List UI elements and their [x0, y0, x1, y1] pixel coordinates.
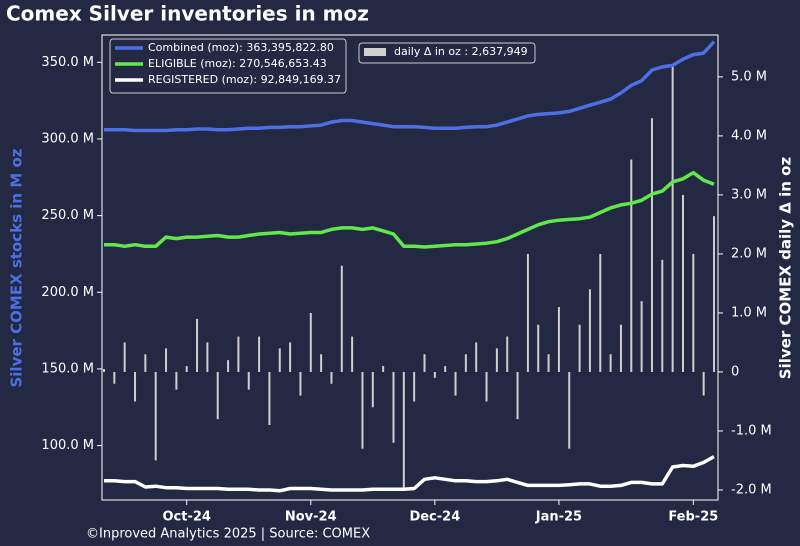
- bar: [196, 318, 199, 372]
- bar: [599, 253, 602, 372]
- plot-frame: [101, 34, 719, 501]
- y-tick-label: 100.0 M: [41, 438, 94, 453]
- bar: [702, 371, 705, 396]
- bar: [309, 312, 312, 372]
- bar: [537, 324, 540, 372]
- bar: [320, 354, 323, 372]
- bar: [351, 336, 354, 372]
- bar: [185, 366, 188, 372]
- bar: [640, 301, 643, 372]
- bar: [134, 371, 137, 402]
- bar: [495, 348, 498, 372]
- legend-label: ELIGIBLE (moz): 270,546,653.43: [148, 57, 327, 70]
- chart-title: Comex Silver inventories in moz: [6, 2, 369, 26]
- bar: [671, 65, 674, 372]
- bar: [661, 259, 664, 372]
- bar: [330, 371, 333, 384]
- bar: [713, 216, 715, 372]
- x-tick-label: Feb-25: [668, 510, 718, 525]
- y2-tick-label: -2.0 M: [731, 482, 772, 497]
- bar: [578, 324, 581, 372]
- bar: [444, 366, 447, 372]
- bar: [289, 342, 292, 372]
- x-tick-label: Nov-24: [285, 510, 337, 525]
- bar: [568, 371, 571, 449]
- y2-tick-label: -1.0 M: [731, 423, 772, 438]
- bar: [392, 371, 395, 443]
- y2-tick-label: 5.0 M: [731, 69, 767, 84]
- bar: [547, 354, 550, 372]
- legend-label: daily Δ in oz : 2,637,949: [394, 45, 528, 58]
- legend-box: [109, 38, 347, 94]
- bar: [650, 118, 653, 372]
- footer: ©Inproved Analytics 2025 | Source: COMEX: [86, 527, 370, 542]
- bar: [382, 366, 385, 372]
- bar: [454, 371, 457, 396]
- bar: [506, 336, 509, 372]
- bar: [154, 371, 157, 461]
- bar: [237, 336, 240, 372]
- legend-label: Combined (moz): 363,395,822.80: [148, 41, 334, 54]
- bar: [123, 342, 126, 372]
- y2-tick-label: 3.0 M: [731, 187, 767, 202]
- y-tick-label: 300.0 M: [41, 131, 94, 146]
- bar: [692, 253, 695, 372]
- bar: [340, 265, 343, 372]
- bar: [278, 348, 281, 372]
- line: [104, 40, 716, 133]
- bar: [526, 253, 529, 372]
- bar: [175, 371, 178, 390]
- bar: [588, 289, 591, 372]
- y2-axis-label: Silver COMEX daily Δ in oz: [777, 157, 795, 380]
- bar: [485, 371, 488, 402]
- bar: [609, 354, 612, 372]
- line: [104, 170, 715, 249]
- bar: [413, 371, 416, 402]
- bar: [361, 371, 364, 449]
- y2-tick-label: 2.0 M: [731, 246, 767, 261]
- bar: [216, 371, 219, 420]
- bar: [144, 354, 147, 372]
- bar: [247, 371, 250, 390]
- bar: [268, 371, 271, 426]
- bar: [516, 371, 519, 420]
- bar: [227, 360, 230, 372]
- y2-tick-label: 1.0 M: [731, 305, 767, 320]
- bar: [113, 371, 116, 384]
- x-tick-label: Jan-25: [535, 510, 582, 525]
- legend-box: [358, 42, 536, 64]
- bar: [371, 371, 374, 408]
- legend-label: REGISTERED (moz): 92,849,169.37: [148, 73, 341, 86]
- bar: [258, 336, 261, 372]
- bar: [103, 368, 105, 372]
- x-tick-label: Dec-24: [409, 510, 460, 525]
- bar: [299, 371, 302, 396]
- line: [104, 455, 715, 493]
- bar: [165, 348, 168, 372]
- legend-swatch: [364, 48, 386, 56]
- y2-tick-label: 0: [731, 364, 739, 379]
- bar: [630, 159, 633, 372]
- bar: [206, 342, 209, 372]
- bar: [433, 371, 436, 378]
- y-tick-label: 250.0 M: [41, 208, 94, 223]
- bar: [681, 194, 684, 372]
- bar: [619, 324, 622, 372]
- bar: [464, 354, 467, 372]
- y-axis-label: Silver COMEX stocks in M oz: [8, 148, 26, 387]
- y-tick-label: 150.0 M: [41, 361, 94, 376]
- bar: [557, 307, 560, 372]
- bar: [475, 342, 478, 372]
- bar: [423, 354, 426, 372]
- bar: [402, 371, 405, 490]
- y2-tick-label: 4.0 M: [731, 128, 767, 143]
- x-tick-label: Oct-24: [162, 510, 210, 525]
- y-tick-label: 350.0 M: [41, 55, 94, 70]
- y-tick-label: 200.0 M: [41, 285, 94, 300]
